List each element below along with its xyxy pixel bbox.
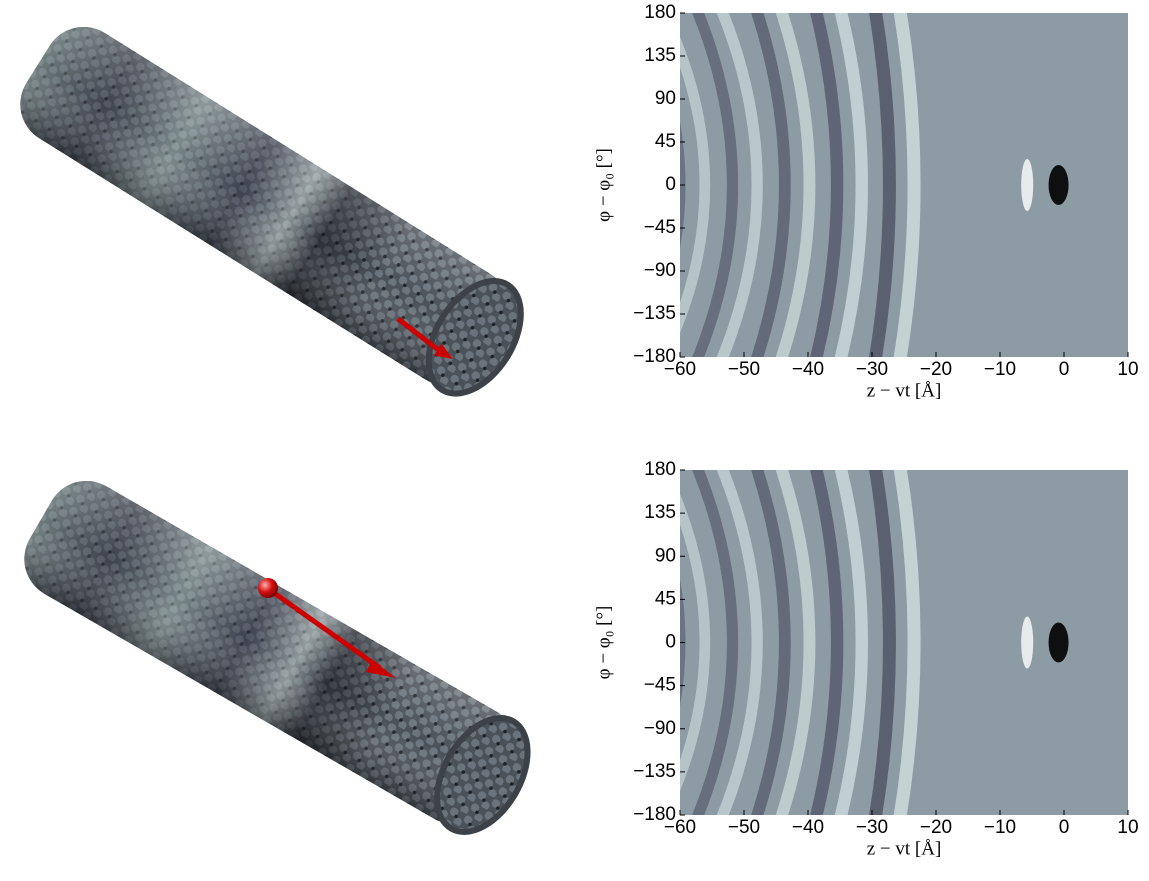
y-tick-label: 0 bbox=[665, 632, 676, 653]
y-tick-label: 180 bbox=[644, 459, 676, 480]
y-tick-label: 90 bbox=[655, 88, 676, 109]
x-tick-label: −10 bbox=[984, 817, 1016, 838]
nanotube bbox=[10, 466, 547, 847]
y-tick-label: 45 bbox=[655, 131, 676, 152]
x-tick-label: 10 bbox=[1117, 817, 1138, 838]
y-tick-label: −45 bbox=[644, 675, 676, 696]
x-tick-label: −40 bbox=[792, 817, 824, 838]
page: {"chart_data": [ {"type": "heatmap", "xl… bbox=[0, 0, 1149, 881]
y-tick-label: 180 bbox=[644, 2, 676, 23]
y-tick-label: −135 bbox=[633, 761, 676, 782]
wake-peak bbox=[1021, 159, 1033, 211]
x-tick-label: 10 bbox=[1117, 359, 1138, 380]
x-tick-label: 0 bbox=[1059, 817, 1070, 838]
figure: −60−50−40−30−20−10010−180−135−90−4504590… bbox=[0, 0, 1149, 881]
y-tick-label: −90 bbox=[644, 260, 676, 281]
charge-spot bbox=[1049, 165, 1069, 205]
y-tick-label: 135 bbox=[644, 45, 676, 66]
x-tick-label: −30 bbox=[856, 359, 888, 380]
y-tick-label: −180 bbox=[633, 804, 676, 825]
wavefront bbox=[542, 465, 600, 820]
x-tick-label: −10 bbox=[984, 359, 1016, 380]
x-tick-label: −20 bbox=[920, 359, 952, 380]
wavefront bbox=[542, 8, 600, 362]
x-axis-label: z − vt [Å] bbox=[867, 380, 942, 401]
y-tick-label: −180 bbox=[633, 346, 676, 367]
y-tick-label: −135 bbox=[633, 303, 676, 324]
x-tick-label: −50 bbox=[728, 359, 760, 380]
x-tick-label: −50 bbox=[728, 817, 760, 838]
y-tick-label: 90 bbox=[655, 545, 676, 566]
y-tick-label: −45 bbox=[644, 217, 676, 238]
y-tick-label: −90 bbox=[644, 718, 676, 739]
charge-spot bbox=[1049, 623, 1069, 663]
y-tick-label: 135 bbox=[644, 502, 676, 523]
y-axis-label: φ − φ₀ [°] bbox=[593, 606, 614, 680]
wake-peak bbox=[1021, 617, 1033, 669]
y-axis-label: φ − φ₀ [°] bbox=[593, 148, 614, 222]
x-tick-label: −40 bbox=[792, 359, 824, 380]
wavefront bbox=[517, 8, 575, 362]
x-tick-label: −30 bbox=[856, 817, 888, 838]
x-tick-label: 0 bbox=[1059, 359, 1070, 380]
y-tick-label: 45 bbox=[655, 588, 676, 609]
x-axis-label: z − vt [Å] bbox=[867, 838, 942, 859]
x-tick-label: −20 bbox=[920, 817, 952, 838]
nanotube bbox=[5, 12, 540, 410]
y-tick-label: 0 bbox=[665, 174, 676, 195]
